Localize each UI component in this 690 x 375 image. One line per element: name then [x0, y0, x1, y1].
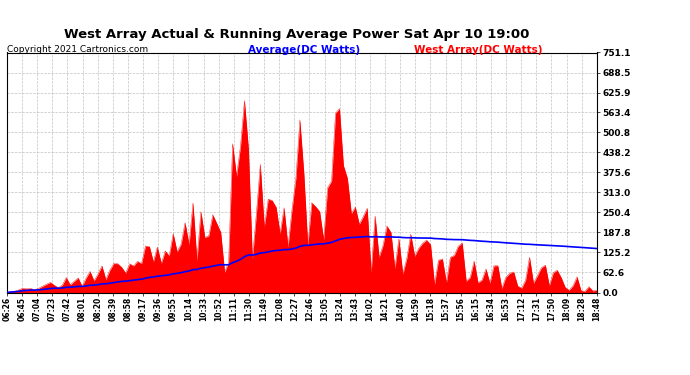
- Text: West Array Actual & Running Average Power Sat Apr 10 19:00: West Array Actual & Running Average Powe…: [64, 28, 529, 41]
- Text: West Array(DC Watts): West Array(DC Watts): [414, 45, 542, 55]
- Text: Average(DC Watts): Average(DC Watts): [248, 45, 360, 55]
- Text: Copyright 2021 Cartronics.com: Copyright 2021 Cartronics.com: [7, 45, 148, 54]
